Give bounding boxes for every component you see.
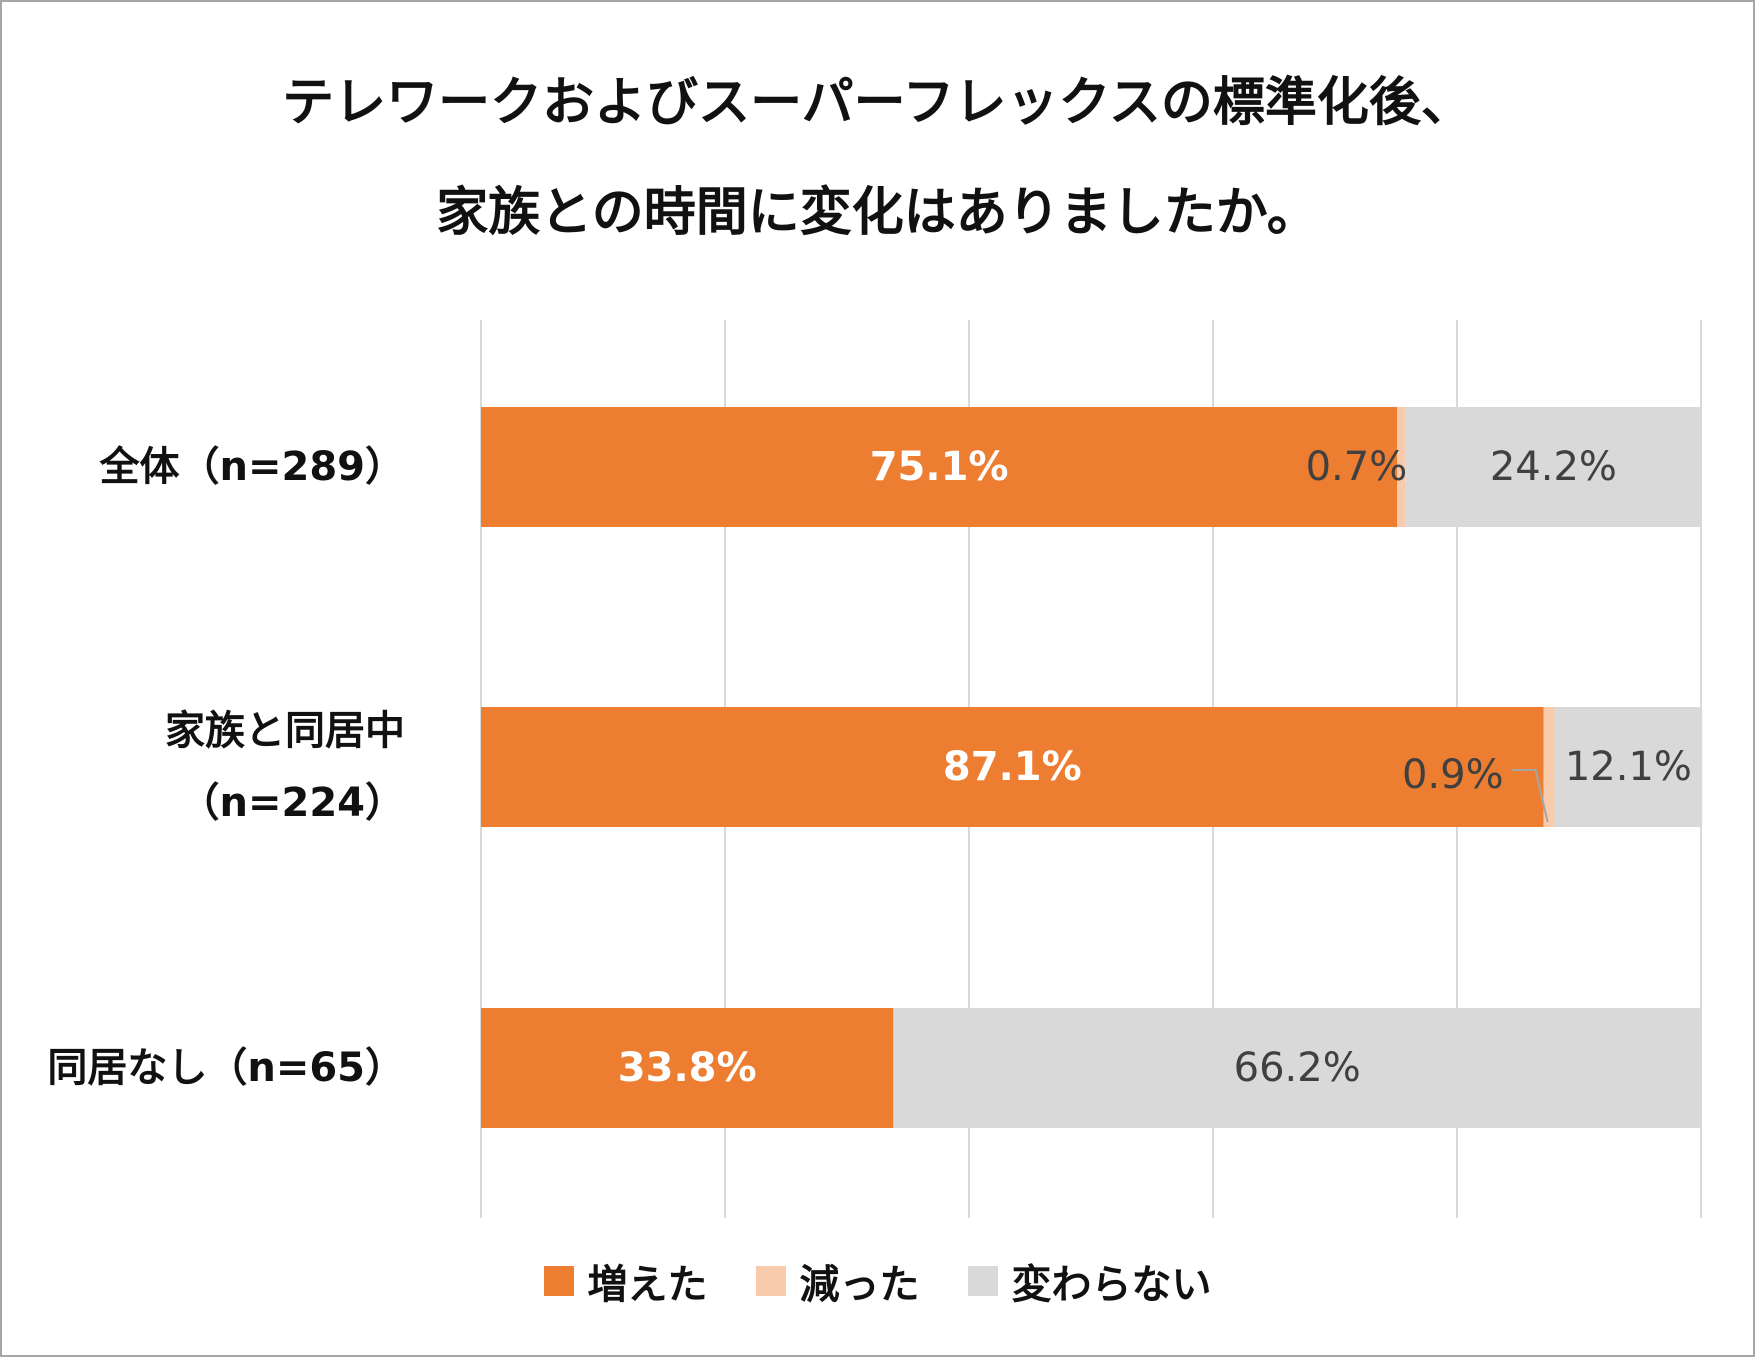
legend-swatch-unchanged [967, 1266, 998, 1296]
category-label-0-0: 全体（n=289） [99, 444, 406, 490]
legend-item-decreased: 減った [755, 1252, 920, 1310]
data-label-unchanged-2: 66.2% [1234, 1045, 1361, 1091]
leader-line-1 [1511, 769, 1549, 823]
bar-increased-1 [481, 707, 1544, 827]
bar-unchanged-2 [893, 1008, 1701, 1128]
legend-swatch-decreased [755, 1266, 786, 1296]
data-label-increased-0: 75.1% [870, 444, 1009, 490]
data-label-unchanged-0: 24.2% [1490, 444, 1617, 490]
chart-title: テレワークおよびスーパーフレックスの標準化後、 家族との時間に変化はありましたか… [0, 48, 1755, 268]
category-labels: 全体（n=289） 家族と同居中 （n=224） 同居なし（n=65） [47, 444, 405, 1091]
data-label-decreased-1: 0.9% [1402, 752, 1504, 798]
data-label-increased-2: 33.8% [618, 1045, 757, 1091]
category-label-1-1: （n=224） [180, 780, 406, 826]
data-labels: 75.1% 0.7% 24.2% 87.1% 0.9% 12.1% 33.8% 66.2% [618, 444, 1692, 1091]
bar-unchanged-0 [1405, 407, 1701, 527]
chart-title-line-2: 家族との時間に変化はありましたか。 [436, 183, 1319, 243]
bars [481, 407, 1703, 1128]
bar-decreased-1 [1543, 707, 1555, 827]
bar-increased-0 [481, 407, 1398, 527]
category-label-2-0: 同居なし（n=65） [47, 1045, 405, 1091]
data-label-unchanged-1: 12.1% [1565, 744, 1692, 790]
bar-unchanged-1 [1554, 707, 1703, 827]
data-label-increased-1: 87.1% [943, 744, 1082, 790]
legend: 増えた 減った 変わらない [0, 1252, 1755, 1310]
chart-title-line-1: テレワークおよびスーパーフレックスの標準化後、 [282, 73, 1473, 133]
bar-decreased-0 [1397, 407, 1406, 527]
legend-label-increased: 増えた [587, 1262, 708, 1308]
legend-label-unchanged: 変わらない [1011, 1262, 1212, 1308]
category-label-1-0: 家族と同居中 [165, 708, 405, 754]
data-label-decreased-0: 0.7% [1306, 444, 1408, 490]
legend-item-unchanged: 変わらない [967, 1252, 1212, 1310]
legend-item-increased: 増えた [543, 1252, 708, 1310]
legend-swatch-increased [543, 1266, 574, 1296]
bar-increased-2 [481, 1008, 894, 1128]
legend-label-decreased: 減った [799, 1262, 920, 1308]
